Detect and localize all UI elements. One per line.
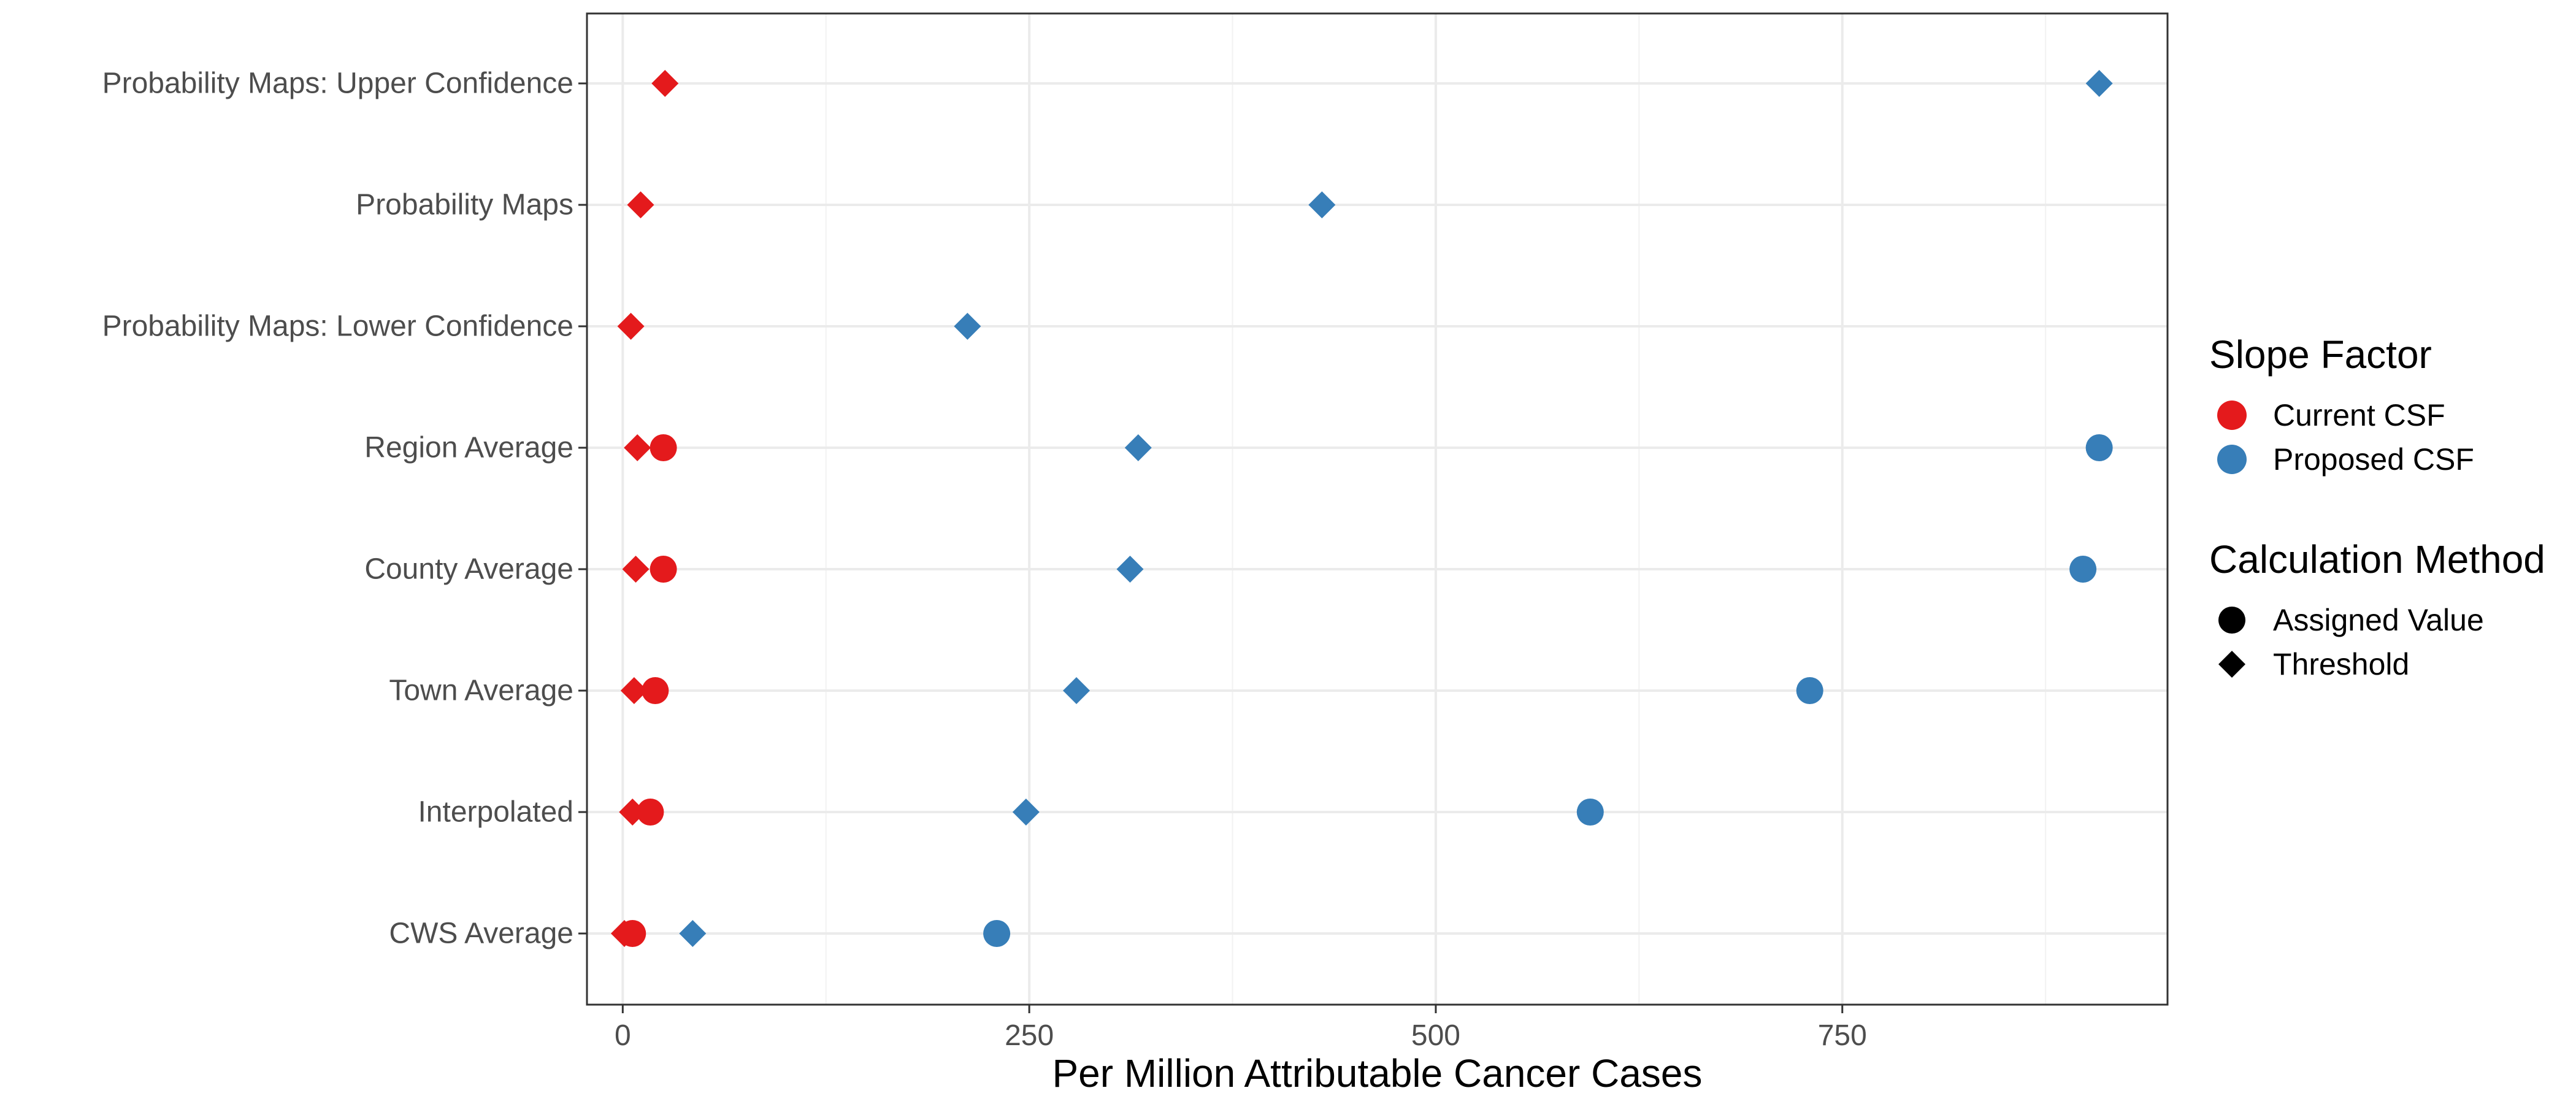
point-proposed-csf-assigned-value-interpolated (1576, 799, 1604, 826)
point-current-csf-assigned-value-town-average (642, 677, 669, 704)
point-current-csf-assigned-value-cws-average (619, 920, 646, 947)
point-current-csf-threshold-county-average (622, 556, 650, 583)
y-tick-label-interpolated: Interpolated (418, 796, 573, 829)
point-proposed-csf-threshold-cws-average (679, 920, 707, 947)
legend-label-proposed-csf: Proposed CSF (2273, 442, 2474, 477)
y-tick-label-probability-maps-upper-confidence: Probability Maps: Upper Confidence (102, 67, 573, 100)
point-proposed-csf-threshold-interpolated (1012, 799, 1040, 826)
legend-calculation-method-title: Calculation Method (2209, 537, 2545, 581)
y-tick-label-probability-maps-lower-confidence: Probability Maps: Lower Confidence (102, 310, 573, 343)
legend-label-threshold: Threshold (2273, 647, 2409, 681)
point-current-csf-threshold-probability-maps-lower-confidence (617, 313, 645, 340)
point-current-csf-threshold-probability-maps-upper-confidence (651, 70, 679, 97)
point-proposed-csf-threshold-region-average (1124, 434, 1152, 461)
legend-slope-factor-title: Slope Factor (2209, 332, 2432, 377)
point-proposed-csf-assigned-value-cws-average (983, 920, 1011, 947)
point-current-csf-threshold-probability-maps (627, 191, 654, 218)
legend-key-assigned-value (2218, 607, 2245, 634)
point-current-csf-threshold-town-average (620, 677, 648, 704)
legend-key-current-csf (2217, 401, 2247, 430)
plot-panel-border (586, 12, 2169, 1006)
point-current-csf-assigned-value-region-average (650, 434, 677, 461)
point-proposed-csf-threshold-probability-maps (1308, 191, 1336, 218)
legend-key-threshold (2218, 651, 2245, 678)
point-proposed-csf-threshold-probability-maps-lower-confidence (954, 313, 981, 340)
y-tick-label-probability-maps: Probability Maps (356, 189, 573, 221)
x-tick-label: 500 (1411, 1019, 1460, 1052)
point-proposed-csf-assigned-value-region-average (2085, 434, 2113, 461)
point-proposed-csf-threshold-probability-maps-upper-confidence (2085, 70, 2113, 97)
x-axis-title: Per Million Attributable Cancer Cases (1052, 1051, 1702, 1095)
x-tick-label: 0 (615, 1019, 631, 1052)
legend-label-assigned-value: Assigned Value (2273, 603, 2484, 637)
grid (587, 13, 2168, 1005)
y-tick-label-region-average: Region Average (364, 432, 573, 464)
point-proposed-csf-assigned-value-county-average (2069, 556, 2097, 583)
legend: Slope Factor Calculation Method Current … (2209, 332, 2545, 681)
legend-key-proposed-csf (2217, 445, 2247, 474)
y-tick-label-town-average: Town Average (389, 675, 573, 707)
point-proposed-csf-threshold-county-average (1116, 556, 1144, 583)
y-tick-label-county-average: County Average (364, 553, 573, 586)
point-current-csf-threshold-region-average (624, 434, 651, 461)
point-current-csf-assigned-value-county-average (650, 556, 677, 583)
legend-label-current-csf: Current CSF (2273, 398, 2445, 432)
x-axis: 0 250 500 750 (615, 1005, 1867, 1052)
x-tick-label: 750 (1818, 1019, 1867, 1052)
x-tick-label: 250 (1005, 1019, 1054, 1052)
point-proposed-csf-assigned-value-town-average (1796, 677, 1823, 704)
point-current-csf-assigned-value-interpolated (637, 799, 664, 826)
data-points (610, 70, 2113, 947)
y-tick-label-cws-average: CWS Average (389, 918, 573, 950)
y-axis: CWS Average Interpolated Town Average Count… (102, 67, 587, 950)
point-proposed-csf-threshold-town-average (1063, 677, 1091, 704)
